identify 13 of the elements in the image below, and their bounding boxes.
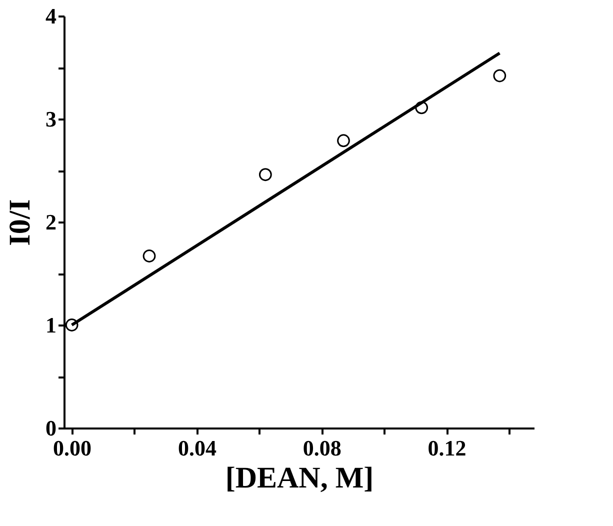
y-tick-label: 4 <box>46 4 56 28</box>
point <box>142 250 156 262</box>
x-tick-label: 0.08 <box>302 436 342 460</box>
x-axis-title: [DEAN, M] <box>225 462 374 494</box>
y-tick-label: 3 <box>46 106 56 132</box>
point <box>493 69 506 82</box>
x-tick-label: 0.04 <box>178 436 216 460</box>
point <box>258 168 272 182</box>
y-tick-label: 1 <box>46 312 56 338</box>
y-axis-title: I0/I <box>4 199 36 246</box>
point <box>337 134 350 148</box>
x-tick-label: 0.12 <box>428 436 466 460</box>
y-tick-label: 2 <box>46 210 56 234</box>
